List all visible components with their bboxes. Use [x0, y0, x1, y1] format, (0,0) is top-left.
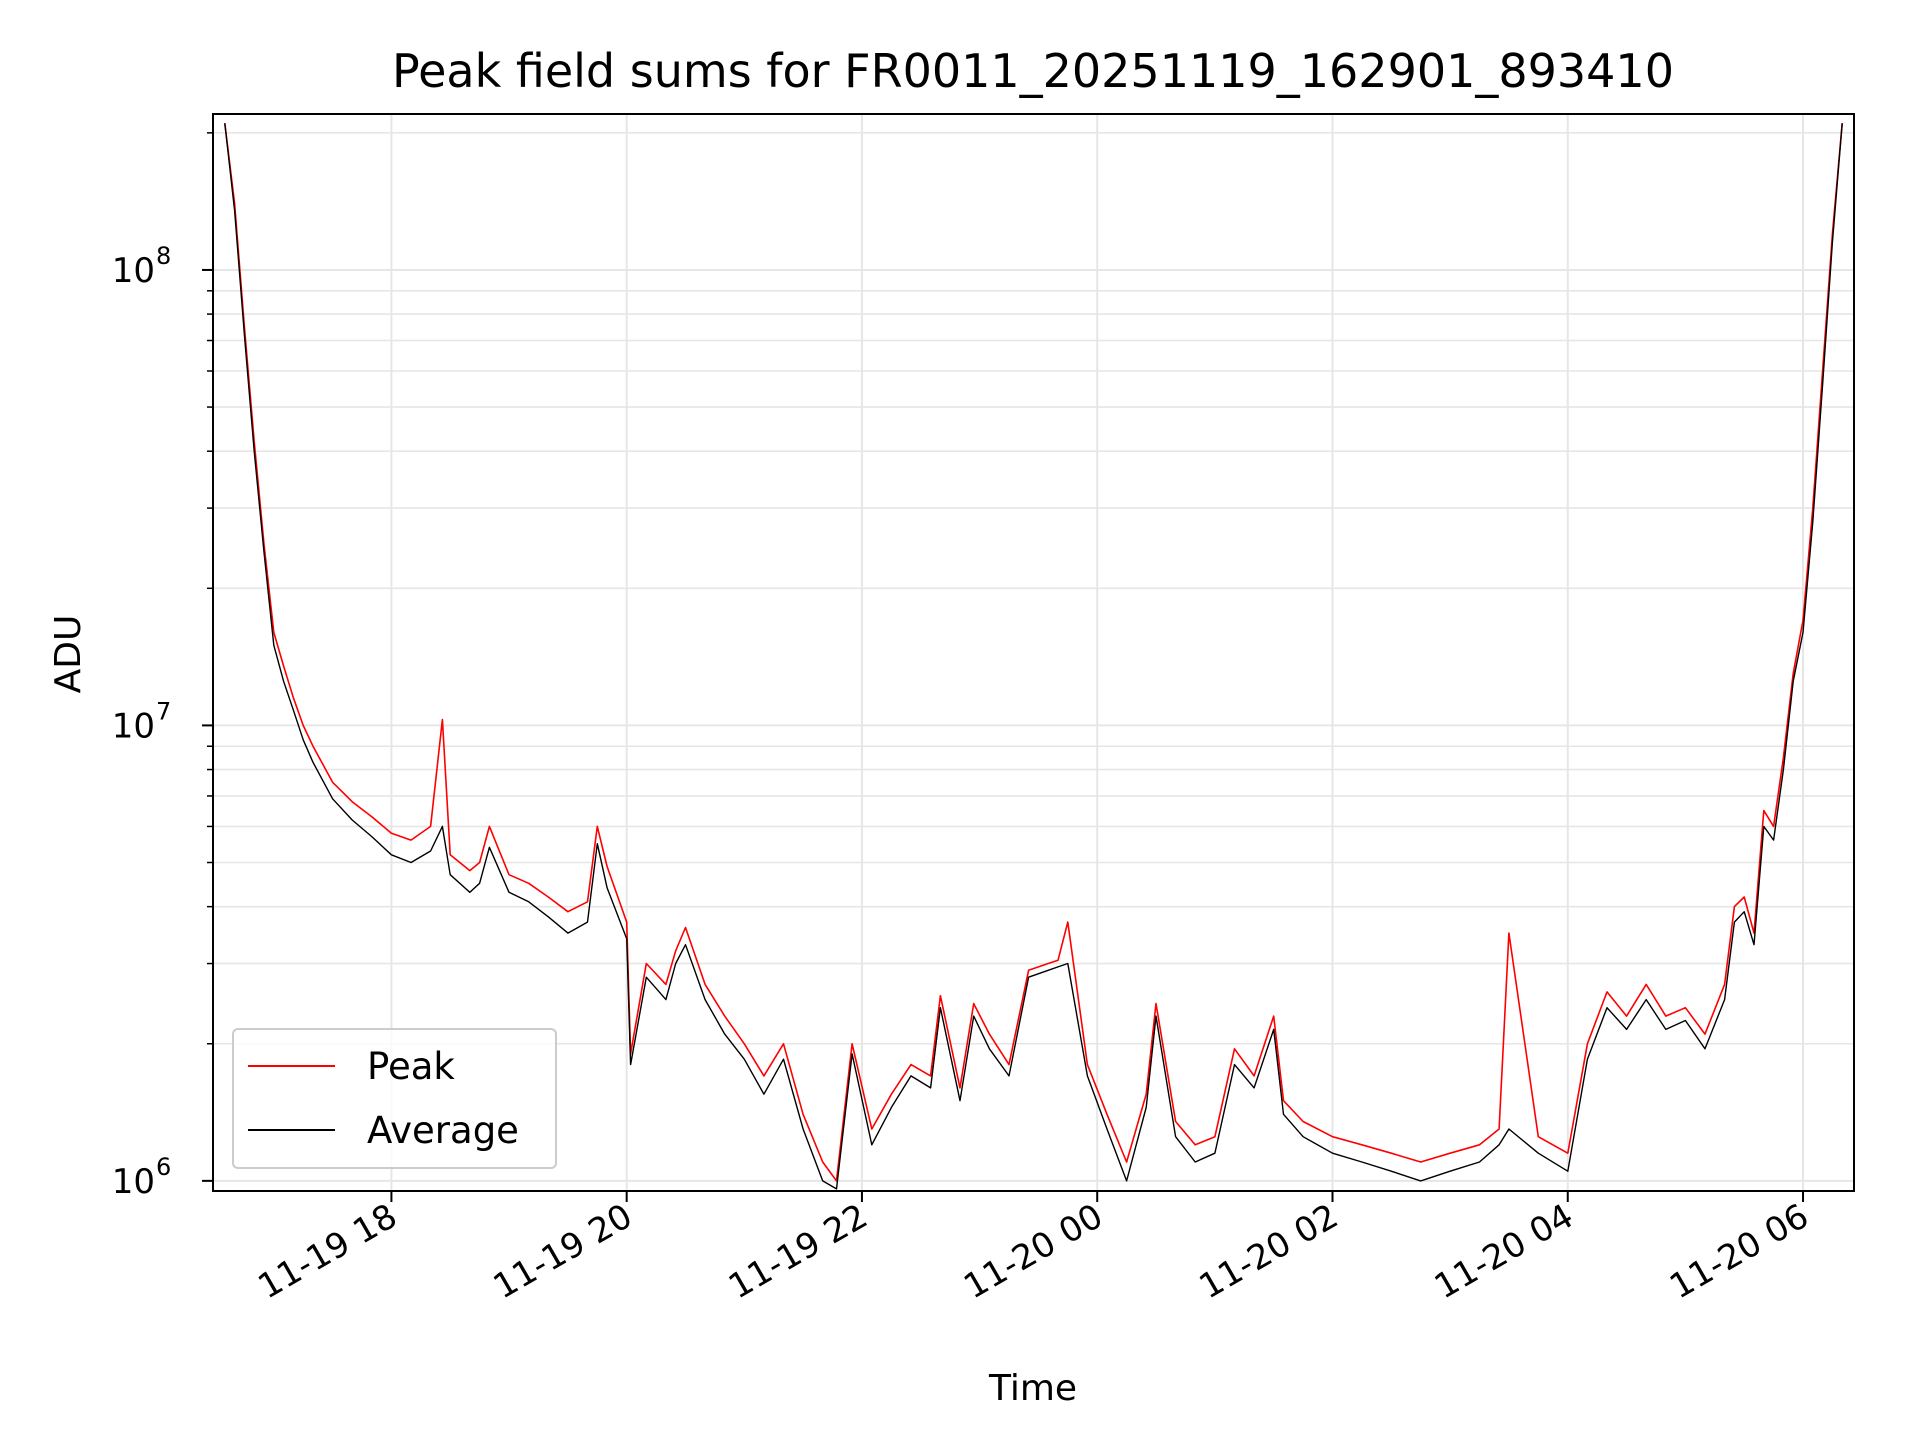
y-tick-label: 10	[112, 706, 155, 746]
legend-box	[232, 1028, 557, 1169]
y-tick-label-exponent: 6	[156, 1153, 171, 1181]
y-tick-label-base: 10	[112, 251, 155, 291]
x-axis-label: Time	[988, 1368, 1077, 1409]
series-line-average	[224, 123, 1843, 1190]
grid-layer	[213, 114, 1854, 1191]
series-layer	[224, 123, 1843, 1190]
legend-peak-label: Peak	[367, 1045, 455, 1088]
y-tick-label: 10	[112, 1162, 155, 1202]
y-tick-label-exponent: 7	[156, 697, 171, 725]
y-tick-label-base: 10	[112, 706, 155, 746]
y-tick-label-exponent: 8	[156, 242, 171, 270]
legend: Peak Average	[232, 1028, 557, 1169]
legend-average-label: Average	[367, 1109, 519, 1152]
y-tick-label: 10	[112, 251, 155, 291]
series-line-peak	[224, 123, 1843, 1182]
plot-frame	[212, 113, 1855, 1192]
y-tick-label-base: 10	[112, 1162, 155, 1202]
y-axis-label: ADU	[48, 615, 89, 694]
chart-title: Peak field sums for FR0011_20251119_1629…	[392, 44, 1674, 98]
